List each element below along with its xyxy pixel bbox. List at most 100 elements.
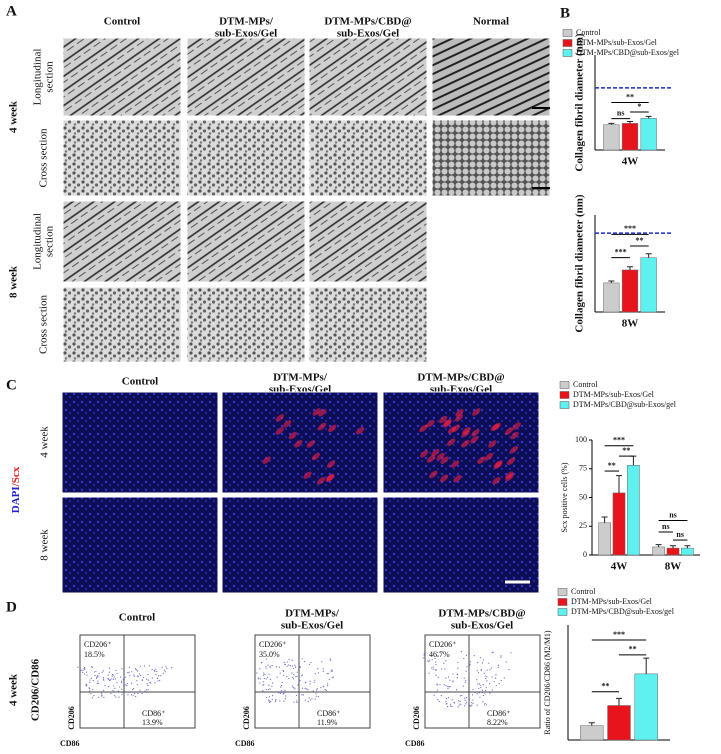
bar <box>640 118 657 151</box>
event-dot <box>294 688 296 690</box>
event-dot <box>128 671 130 673</box>
scx-signal <box>470 435 479 444</box>
event-dot <box>291 685 294 687</box>
event-dot <box>292 678 295 680</box>
event-dot <box>269 688 271 690</box>
event-dot <box>265 688 267 691</box>
error-bar <box>630 455 637 466</box>
event-dot <box>142 676 145 679</box>
event-dot <box>130 682 133 684</box>
event-dot <box>155 668 157 670</box>
event-dot <box>464 699 466 701</box>
event-dot <box>264 691 266 693</box>
scx-signal <box>509 445 519 454</box>
event-dot <box>464 681 466 684</box>
event-dot <box>476 704 478 706</box>
event-dot <box>490 667 493 669</box>
event-dot <box>472 702 474 704</box>
event-dot <box>309 680 311 682</box>
event-dot <box>473 655 475 657</box>
event-dot <box>322 668 324 670</box>
event-dot <box>291 665 294 667</box>
event-dot <box>457 667 459 669</box>
y-title: CD206/CD86 <box>30 658 42 721</box>
scx-signal <box>447 426 457 434</box>
legend-entry: DTM-MPs/CBD@sub-Exos/gel <box>573 400 677 409</box>
bar <box>640 257 657 313</box>
event-dot <box>89 679 91 681</box>
event-dot <box>112 678 115 680</box>
event-dot <box>445 701 447 703</box>
event-dot <box>111 678 113 680</box>
event-dot <box>268 696 270 698</box>
event-dot <box>484 702 486 705</box>
event-dot <box>297 669 300 671</box>
row-label: Longitudinal <box>32 49 44 106</box>
event-dot <box>471 702 473 704</box>
column-header: DTM-MPs/CBD@ <box>417 372 504 384</box>
quadrant-value: 35.0% <box>259 650 280 659</box>
event-dot <box>495 674 497 676</box>
event-dot <box>264 673 266 676</box>
flow-plot <box>254 634 371 729</box>
fluorescence-image <box>382 496 540 594</box>
event-dot <box>132 694 134 696</box>
event-dot <box>299 666 301 668</box>
event-dot <box>271 682 274 684</box>
x-tick-label: 4W <box>622 156 639 168</box>
event-dot <box>452 680 454 682</box>
event-dot <box>269 701 271 703</box>
event-dot <box>485 686 487 688</box>
event-dot <box>500 656 502 658</box>
scx-signal <box>454 414 464 422</box>
event-dot <box>147 689 149 691</box>
event-dot <box>126 685 128 687</box>
event-dot <box>308 663 310 666</box>
event-dot <box>438 691 440 693</box>
event-dot <box>317 672 320 674</box>
legend-swatch <box>557 588 568 596</box>
event-dot <box>276 676 278 678</box>
event-dot <box>500 655 502 657</box>
event-dot <box>86 674 88 676</box>
column-header: DTM-MPs/CBD@ <box>438 608 525 620</box>
event-dot <box>282 693 285 695</box>
event-dot <box>491 689 493 691</box>
event-dot <box>486 669 488 671</box>
event-dot <box>80 669 82 671</box>
micrograph <box>186 200 306 283</box>
column-header: Control <box>104 16 140 28</box>
legend-entry: DTM-MPs/CBD@sub-Exos/gel <box>571 607 675 616</box>
bar <box>634 673 658 741</box>
event-dot <box>485 689 487 692</box>
event-dot <box>298 693 300 695</box>
quadrant-value: 18.5% <box>84 650 105 659</box>
event-dot <box>131 671 133 673</box>
event-dot <box>503 677 505 679</box>
event-dot <box>166 667 168 670</box>
event-dot <box>456 691 458 693</box>
event-dot <box>471 704 473 706</box>
event-dot <box>296 671 298 673</box>
event-dot <box>88 687 90 689</box>
scx-signal <box>303 471 312 479</box>
event-dot <box>283 700 285 702</box>
event-dot <box>163 669 166 671</box>
event-dot <box>135 669 137 671</box>
event-dot <box>114 687 116 689</box>
bar <box>598 522 611 556</box>
event-dot <box>112 674 114 676</box>
scx-signal <box>484 452 494 461</box>
event-dot <box>301 674 304 676</box>
scx-signal <box>488 440 497 448</box>
event-dot <box>267 664 269 666</box>
event-dot <box>445 685 447 687</box>
event-dot <box>434 657 436 659</box>
bar <box>621 269 639 313</box>
group-label: 4 week <box>8 100 20 133</box>
event-dot <box>261 661 263 664</box>
event-dot <box>155 673 157 675</box>
event-dot <box>483 704 486 706</box>
event-dot <box>313 681 315 683</box>
